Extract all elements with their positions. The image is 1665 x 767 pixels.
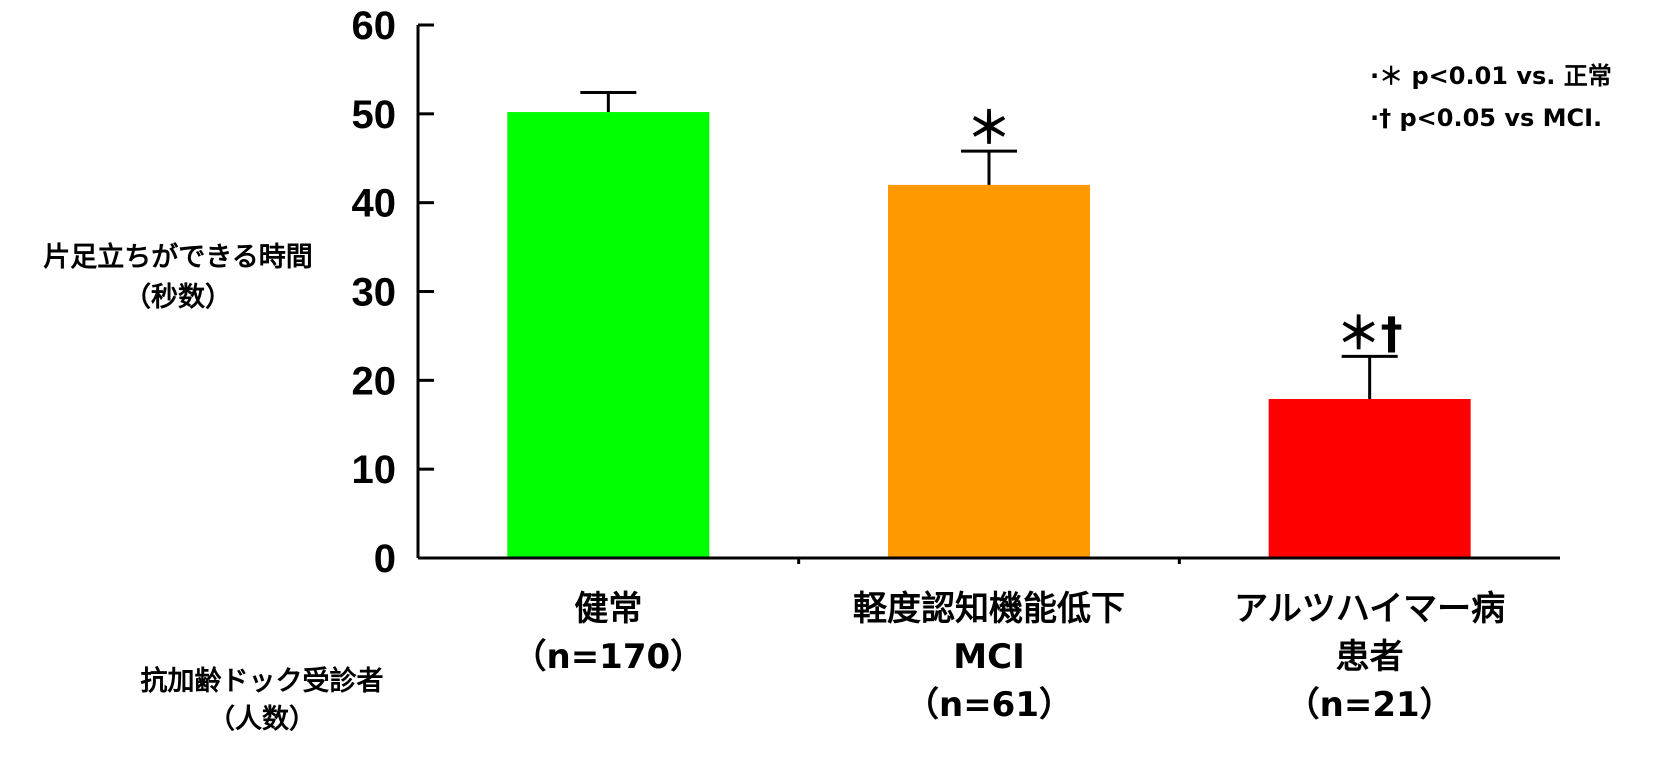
y-tick-label: 40: [352, 182, 397, 226]
x-group-label: 抗加齢ドック受診者 （人数）: [141, 665, 384, 735]
bar: [888, 184, 1090, 558]
x-tick-label: アルツハイマー病: [1234, 589, 1505, 629]
x-tick-label: （n=170）: [512, 637, 704, 677]
y-tick-label: 20: [352, 359, 397, 403]
x-tick-label: （n=61）: [905, 685, 1073, 725]
y-axis-label: 片足立ちができる時間 （秒数）: [43, 241, 312, 313]
y-axis-label-line: （秒数）: [124, 282, 232, 313]
y-tick-label: 10: [352, 448, 397, 492]
x-tick-label: 軽度認知機能低下: [853, 589, 1125, 629]
y-axis: 0 10 20 30 40 50 60: [352, 4, 434, 581]
bar: [1268, 398, 1471, 558]
significance-mark: ＊: [967, 103, 1011, 154]
x-group-label-line: 抗加齢ドック受診者: [141, 665, 384, 697]
y-tick-label: 50: [352, 93, 397, 137]
x-tick-label: 健常: [574, 589, 642, 629]
bars: ＊ ＊†: [507, 91, 1471, 558]
y-tick-label: 0: [374, 537, 396, 581]
x-axis: [418, 556, 1560, 564]
x-tick-label: MCI: [953, 637, 1024, 677]
significance-mark: ＊†: [1337, 308, 1403, 359]
legend-item: ·† p<0.05 vs MCI.: [1370, 104, 1602, 132]
x-tick-label: 患者: [1336, 637, 1404, 677]
x-group-label-line: （人数）: [208, 704, 316, 735]
legend-item: ·＊ p<0.01 vs. 正常: [1370, 62, 1612, 90]
bar: [507, 112, 710, 558]
y-axis-label-line: 片足立ちができる時間: [43, 241, 312, 273]
y-tick-label: 30: [352, 271, 397, 315]
y-tick-label: 60: [352, 4, 397, 48]
legend: ·＊ p<0.01 vs. 正常 ·† p<0.05 vs MCI.: [1370, 62, 1612, 132]
x-tick-label: （n=21）: [1286, 685, 1454, 725]
